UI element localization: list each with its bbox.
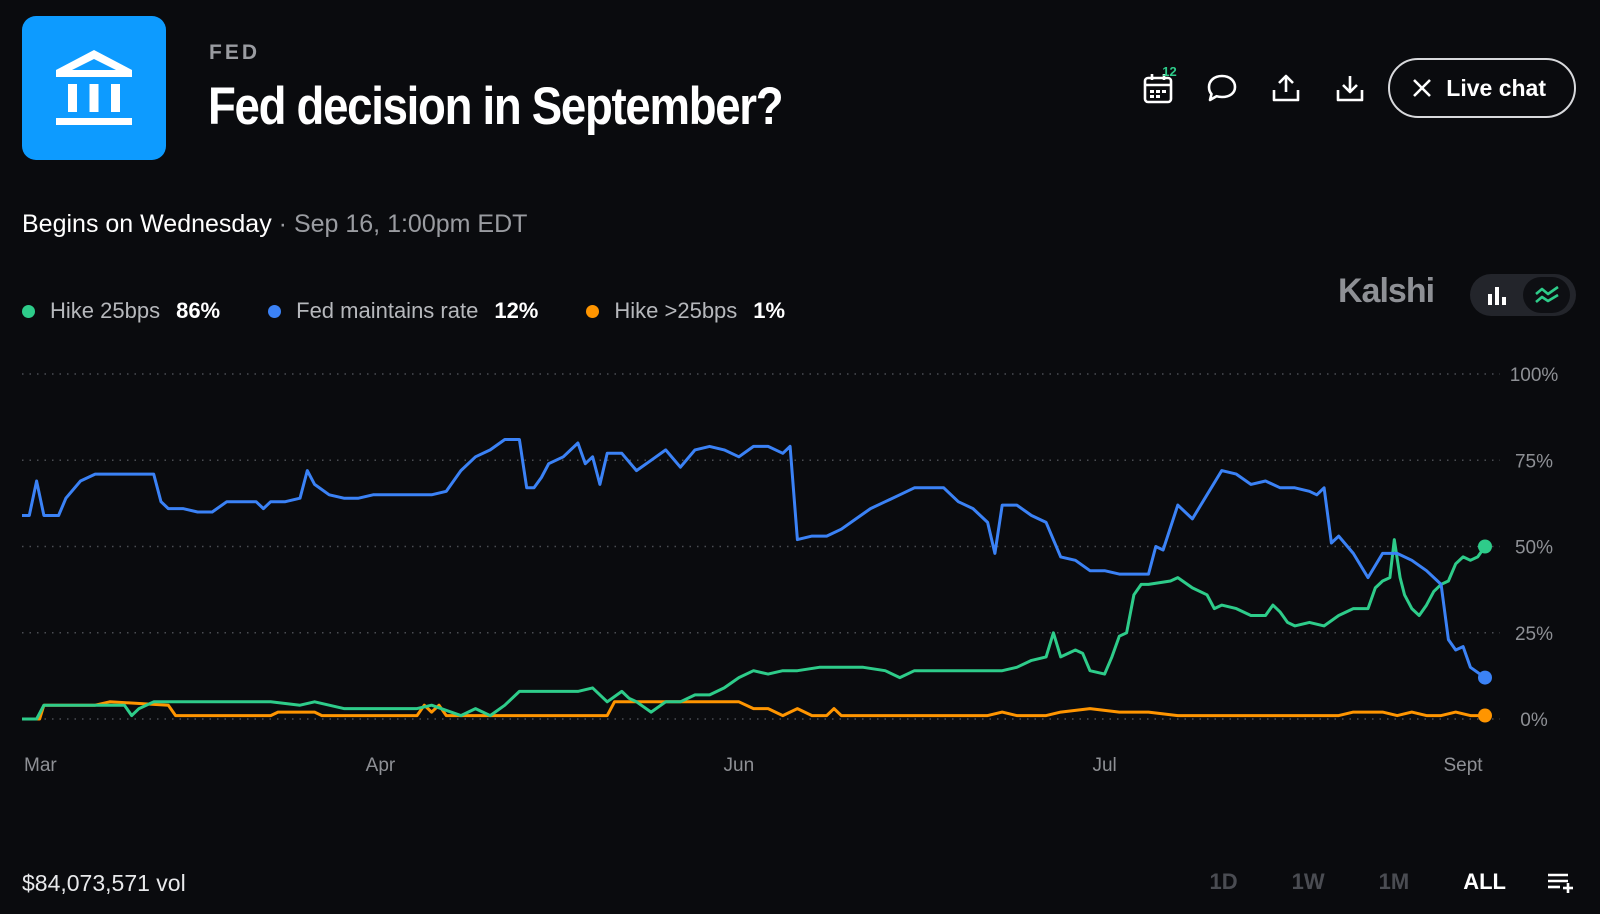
comments-button[interactable] <box>1190 56 1254 120</box>
legend-name: Fed maintains rate <box>296 298 479 323</box>
market-logo <box>22 16 166 160</box>
legend-value: 12% <box>494 298 539 323</box>
legend-name: Hike >25bps <box>614 298 738 323</box>
x-tick-label: Jun <box>724 755 755 776</box>
market-title: Fed decision in September? <box>208 77 784 136</box>
y-tick-label: 75% <box>1515 451 1553 472</box>
live-chat-button[interactable]: Live chat <box>1388 58 1576 118</box>
series-endpoint <box>1478 708 1492 723</box>
calendar-badge: 12 <box>1162 64 1177 79</box>
legend-dot <box>268 304 282 318</box>
legend-dot <box>586 304 600 318</box>
event-schedule: Begins on Wednesday · Sep 16, 1:00pm EDT <box>22 210 527 239</box>
close-icon <box>1413 79 1432 97</box>
legend-name: Hike 25bps <box>50 298 161 323</box>
y-tick-label: 50% <box>1515 538 1553 559</box>
series-endpoint <box>1478 670 1492 685</box>
legend-item-hike-25[interactable]: Hike 25bps 86% <box>22 298 220 324</box>
range-1m[interactable]: 1M <box>1378 869 1410 894</box>
chart-legend: Hike 25bps 86% Fed maintains rate 12% Hi… <box>22 298 833 324</box>
volume-text: $84,073,571 vol <box>22 870 186 896</box>
series-line-hike-25bps <box>22 538 1487 721</box>
calendar-icon <box>1143 74 1173 104</box>
bar-view-button[interactable] <box>1473 277 1520 313</box>
share-icon <box>1272 74 1300 102</box>
line-chart-icon <box>1534 285 1559 303</box>
x-tick-label: Jul <box>1092 755 1116 776</box>
bank-building-icon <box>56 50 132 125</box>
comment-icon <box>1207 74 1237 102</box>
legend-item-hike-over-25[interactable]: Hike >25bps 1% <box>586 298 785 324</box>
download-button[interactable] <box>1318 56 1382 120</box>
legend-item-maintain[interactable]: Fed maintains rate 12% <box>268 298 538 324</box>
playlist-add-icon <box>1548 873 1573 893</box>
live-chat-label: Live chat <box>1446 74 1546 101</box>
price-chart[interactable]: 100% 75% 50% 25% 0% Mar Apr Jun Jul Sept <box>0 350 1600 780</box>
range-1w[interactable]: 1W <box>1291 869 1325 894</box>
legend-value: 86% <box>176 298 221 323</box>
header-toolbar: 12 Live chat <box>1126 56 1576 120</box>
series-line-fed-maintains-rate <box>22 438 1486 679</box>
legend-dot <box>22 304 35 318</box>
calendar-button[interactable]: 12 <box>1126 56 1190 120</box>
x-tick-label: Mar <box>24 755 57 776</box>
chart-view-toggle <box>1470 274 1576 316</box>
range-all[interactable]: ALL <box>1463 869 1506 894</box>
legend-value: 1% <box>753 298 786 323</box>
y-tick-label: 25% <box>1515 624 1553 645</box>
share-button[interactable] <box>1254 56 1318 120</box>
y-tick-label: 100% <box>1510 365 1559 386</box>
add-to-list-button[interactable] <box>1546 870 1576 894</box>
x-tick-label: Apr <box>366 755 396 776</box>
download-icon <box>1336 76 1364 102</box>
series-line-hike-25bps <box>22 700 1485 721</box>
begins-label: Begins on Wednesday <box>22 210 272 238</box>
bar-chart-icon <box>1487 287 1506 305</box>
market-category: FED <box>209 41 260 64</box>
range-selector: 1D 1W 1M ALL <box>1156 862 1576 902</box>
y-tick-label: 0% <box>1520 710 1548 731</box>
line-view-button[interactable] <box>1523 277 1570 313</box>
range-1d[interactable]: 1D <box>1209 869 1238 894</box>
x-tick-label: Sept <box>1444 755 1484 776</box>
event-date: · Sep 16, 1:00pm EDT <box>278 210 528 238</box>
series-endpoint <box>1478 539 1492 554</box>
kalshi-brand: Kalshi <box>1338 272 1435 310</box>
